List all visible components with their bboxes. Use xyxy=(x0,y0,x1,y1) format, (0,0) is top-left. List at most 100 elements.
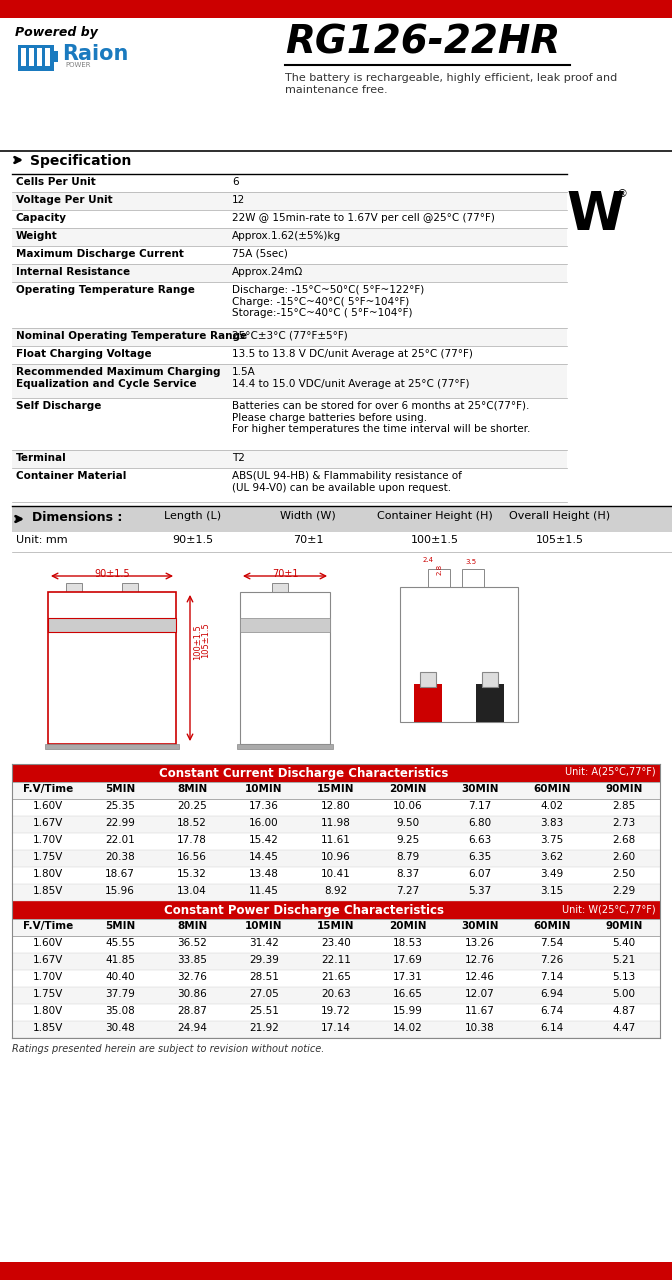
Text: 90MIN: 90MIN xyxy=(605,783,642,794)
Bar xyxy=(0,18,672,150)
Text: 75A (5sec): 75A (5sec) xyxy=(232,250,288,259)
Text: 36.52: 36.52 xyxy=(177,938,207,948)
Bar xyxy=(12,210,567,228)
Text: 4.87: 4.87 xyxy=(612,1006,636,1016)
Bar xyxy=(45,744,179,749)
Text: 1.60V: 1.60V xyxy=(33,801,63,812)
Bar xyxy=(12,174,567,192)
Text: Container Height (H): Container Height (H) xyxy=(377,511,493,521)
Bar xyxy=(12,1004,660,1021)
Bar xyxy=(12,506,672,532)
Bar xyxy=(48,618,176,632)
Text: 37.79: 37.79 xyxy=(105,989,135,998)
Text: Capacity: Capacity xyxy=(16,212,67,223)
Text: 7.17: 7.17 xyxy=(468,801,492,812)
Bar xyxy=(12,850,660,867)
Bar xyxy=(414,684,442,722)
Text: 24.94: 24.94 xyxy=(177,1023,207,1033)
Bar xyxy=(12,282,567,328)
Text: 10.06: 10.06 xyxy=(393,801,423,812)
Bar xyxy=(66,582,82,593)
Text: 8.79: 8.79 xyxy=(396,852,419,861)
Bar xyxy=(12,328,567,346)
Text: 40.40: 40.40 xyxy=(106,972,135,982)
Text: 17.31: 17.31 xyxy=(393,972,423,982)
Text: 6.80: 6.80 xyxy=(468,818,491,828)
Bar xyxy=(12,782,660,799)
Text: Constant Current Discharge Characteristics: Constant Current Discharge Characteristi… xyxy=(159,767,448,780)
Text: Dimensions :: Dimensions : xyxy=(32,511,122,524)
Text: 1.70V: 1.70V xyxy=(33,835,63,845)
Text: 70±1: 70±1 xyxy=(271,570,298,579)
Text: Approx.24mΩ: Approx.24mΩ xyxy=(232,268,303,276)
Text: RG126-22HR: RG126-22HR xyxy=(285,23,560,61)
Text: 18.52: 18.52 xyxy=(177,818,207,828)
Text: 18.53: 18.53 xyxy=(393,938,423,948)
Bar xyxy=(12,364,567,398)
Text: 2.4: 2.4 xyxy=(423,557,433,563)
Text: 20MIN: 20MIN xyxy=(389,783,427,794)
Text: Self Discharge: Self Discharge xyxy=(16,401,101,411)
Text: Recommended Maximum Charging
Equalization and Cycle Service: Recommended Maximum Charging Equalizatio… xyxy=(16,367,220,389)
Text: 5MIN: 5MIN xyxy=(105,922,135,931)
Text: Raion: Raion xyxy=(62,44,128,64)
Text: 17.36: 17.36 xyxy=(249,801,279,812)
Text: 17.69: 17.69 xyxy=(393,955,423,965)
Text: 45.55: 45.55 xyxy=(105,938,135,948)
Text: 22.01: 22.01 xyxy=(105,835,135,845)
Text: 2.8: 2.8 xyxy=(437,564,443,575)
Text: Terminal: Terminal xyxy=(16,453,67,463)
Bar xyxy=(29,47,34,67)
Text: 16.00: 16.00 xyxy=(249,818,279,828)
Bar xyxy=(12,799,660,817)
Bar xyxy=(420,672,436,687)
Text: 1.5A
14.4 to 15.0 VDC/unit Average at 25°C (77°F): 1.5A 14.4 to 15.0 VDC/unit Average at 25… xyxy=(232,367,470,389)
Bar xyxy=(476,684,504,722)
Text: Weight: Weight xyxy=(16,230,58,241)
Text: 6.14: 6.14 xyxy=(540,1023,564,1033)
Bar xyxy=(12,817,660,833)
Bar xyxy=(12,764,660,782)
Text: 30MIN: 30MIN xyxy=(461,922,499,931)
Text: 27.05: 27.05 xyxy=(249,989,279,998)
Text: 17.78: 17.78 xyxy=(177,835,207,845)
Text: 10.41: 10.41 xyxy=(321,869,351,879)
Text: 13.04: 13.04 xyxy=(177,886,207,896)
Text: 29.39: 29.39 xyxy=(249,955,279,965)
Text: 13.48: 13.48 xyxy=(249,869,279,879)
Text: 1.80V: 1.80V xyxy=(33,869,63,879)
Text: 12.07: 12.07 xyxy=(465,989,495,998)
Text: Unit: mm: Unit: mm xyxy=(16,535,68,545)
Text: 22.99: 22.99 xyxy=(105,818,135,828)
Text: Discharge: -15°C~50°C( 5°F~122°F)
Charge: -15°C~40°C( 5°F~104°F)
Storage:-15°C~4: Discharge: -15°C~50°C( 5°F~122°F) Charge… xyxy=(232,285,424,319)
Text: 1.60V: 1.60V xyxy=(33,938,63,948)
Text: 9.25: 9.25 xyxy=(396,835,419,845)
Text: 15MIN: 15MIN xyxy=(317,783,355,794)
Text: 100±1.5: 100±1.5 xyxy=(411,535,459,545)
Text: 100±1.5: 100±1.5 xyxy=(193,625,202,660)
Text: 3.62: 3.62 xyxy=(540,852,564,861)
Text: 8MIN: 8MIN xyxy=(177,783,207,794)
Bar xyxy=(12,192,567,210)
Bar xyxy=(12,398,567,451)
Text: Approx.1.62(±5%)kg: Approx.1.62(±5%)kg xyxy=(232,230,341,241)
Text: 2.60: 2.60 xyxy=(612,852,636,861)
Text: 1.67V: 1.67V xyxy=(33,818,63,828)
Text: 4.02: 4.02 xyxy=(540,801,564,812)
Text: 22.11: 22.11 xyxy=(321,955,351,965)
Text: 90±1.5: 90±1.5 xyxy=(94,570,130,579)
Text: 11.98: 11.98 xyxy=(321,818,351,828)
Text: 2.50: 2.50 xyxy=(612,869,636,879)
Text: 11.61: 11.61 xyxy=(321,835,351,845)
Bar xyxy=(12,901,660,919)
Text: 1.67V: 1.67V xyxy=(33,955,63,965)
Bar xyxy=(12,468,567,502)
Bar xyxy=(237,744,333,749)
Bar xyxy=(37,47,42,67)
Text: 11.67: 11.67 xyxy=(465,1006,495,1016)
Text: 16.56: 16.56 xyxy=(177,852,207,861)
Bar xyxy=(12,264,567,282)
Text: 8.37: 8.37 xyxy=(396,869,419,879)
Bar xyxy=(0,0,672,18)
Text: 1.75V: 1.75V xyxy=(33,852,63,861)
